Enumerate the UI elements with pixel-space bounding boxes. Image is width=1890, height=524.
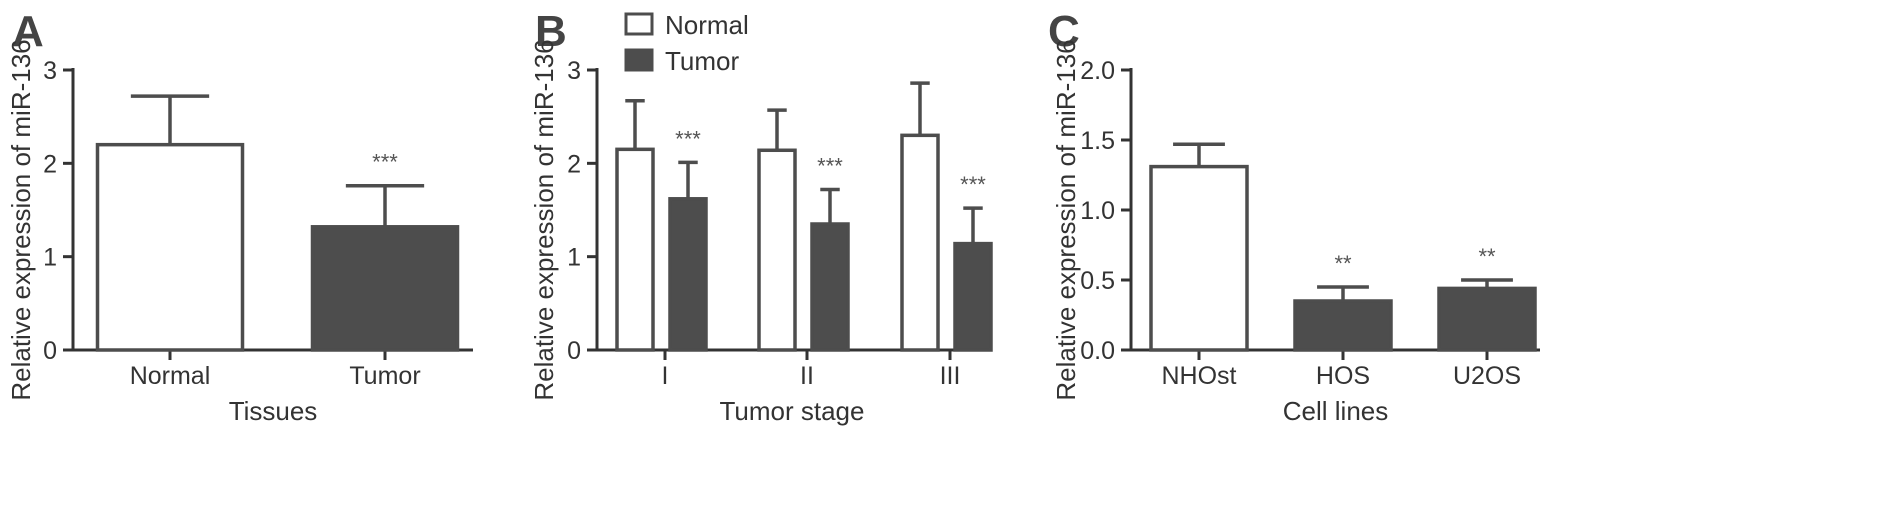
y-tick-label: 2 xyxy=(567,150,581,178)
y-tick-label: 1 xyxy=(43,244,57,272)
y-tick-label: 0.0 xyxy=(1080,337,1115,365)
y-axis-title: Relative expression of miR-136 xyxy=(529,39,559,400)
x-tick-label: I xyxy=(662,362,669,390)
y-tick-label: 3 xyxy=(567,57,581,85)
y-tick-label: 1.0 xyxy=(1080,197,1115,225)
y-tick-label: 0 xyxy=(43,337,57,365)
y-tick-label: 0.5 xyxy=(1080,267,1115,295)
bar-nhost xyxy=(1149,164,1249,352)
bar-u2os xyxy=(1437,286,1537,352)
bar-tumor xyxy=(310,225,460,352)
bar-hos xyxy=(1293,299,1393,352)
bar-u2os-significance: ** xyxy=(1478,244,1496,269)
bar-normal-ii xyxy=(757,148,797,352)
bar-hos-significance: ** xyxy=(1334,251,1352,276)
x-tick-label: Normal xyxy=(130,362,211,390)
bar-tumor-iii xyxy=(953,241,993,352)
panel-c: C 0.0 0.5 1.0 1.5 2.0 NHOst HOS U2OS Cell lines Re… xyxy=(1048,7,1540,426)
y-tick-label: 1 xyxy=(567,244,581,272)
y-tick-label: 2 xyxy=(43,150,57,178)
y-tick-label: 1.5 xyxy=(1080,127,1115,155)
x-axis-title: Tissues xyxy=(229,396,318,426)
x-tick-label: HOS xyxy=(1316,362,1370,390)
legend: Normal Tumor xyxy=(624,10,749,76)
legend-label-tumor: Tumor xyxy=(665,46,739,76)
bar-normal xyxy=(95,142,245,352)
panel-letter: B xyxy=(535,7,567,56)
x-axis-title: Cell lines xyxy=(1283,396,1389,426)
bar-normal-iii xyxy=(900,133,940,352)
x-axis-title: Tumor stage xyxy=(720,396,865,426)
y-tick-label: 0 xyxy=(567,337,581,365)
bar-tumor-ii xyxy=(810,222,850,352)
panel-letter: A xyxy=(12,7,44,56)
y-tick-label: 3 xyxy=(43,57,57,85)
bar-tumor-significance: *** xyxy=(372,150,398,175)
bar-tumor-iii-significance: *** xyxy=(960,172,986,197)
x-tick-label: Tumor xyxy=(349,362,420,390)
y-axis-title: Relative expression of miR-136 xyxy=(1051,39,1081,400)
y-tick-label: 2.0 xyxy=(1080,57,1115,85)
x-tick-label: U2OS xyxy=(1453,362,1521,390)
bar-tumor-i xyxy=(668,197,708,352)
panel-a: A 0 1 2 3 Normal Tumor Tissues Relative expressi… xyxy=(6,7,473,426)
legend-label-normal: Normal xyxy=(665,10,749,40)
x-tick-label: III xyxy=(940,362,961,390)
x-tick-label: NHOst xyxy=(1162,362,1237,390)
legend-swatch-tumor xyxy=(624,48,654,72)
legend-swatch-normal xyxy=(624,12,654,36)
bar-normal-i xyxy=(615,147,655,352)
x-tick-label: II xyxy=(800,362,814,390)
bar-tumor-ii-significance: *** xyxy=(817,153,843,178)
bar-tumor-i-significance: *** xyxy=(675,126,701,151)
panel-letter: C xyxy=(1048,7,1080,56)
y-axis-title: Relative expression of miR-136 xyxy=(6,39,36,400)
